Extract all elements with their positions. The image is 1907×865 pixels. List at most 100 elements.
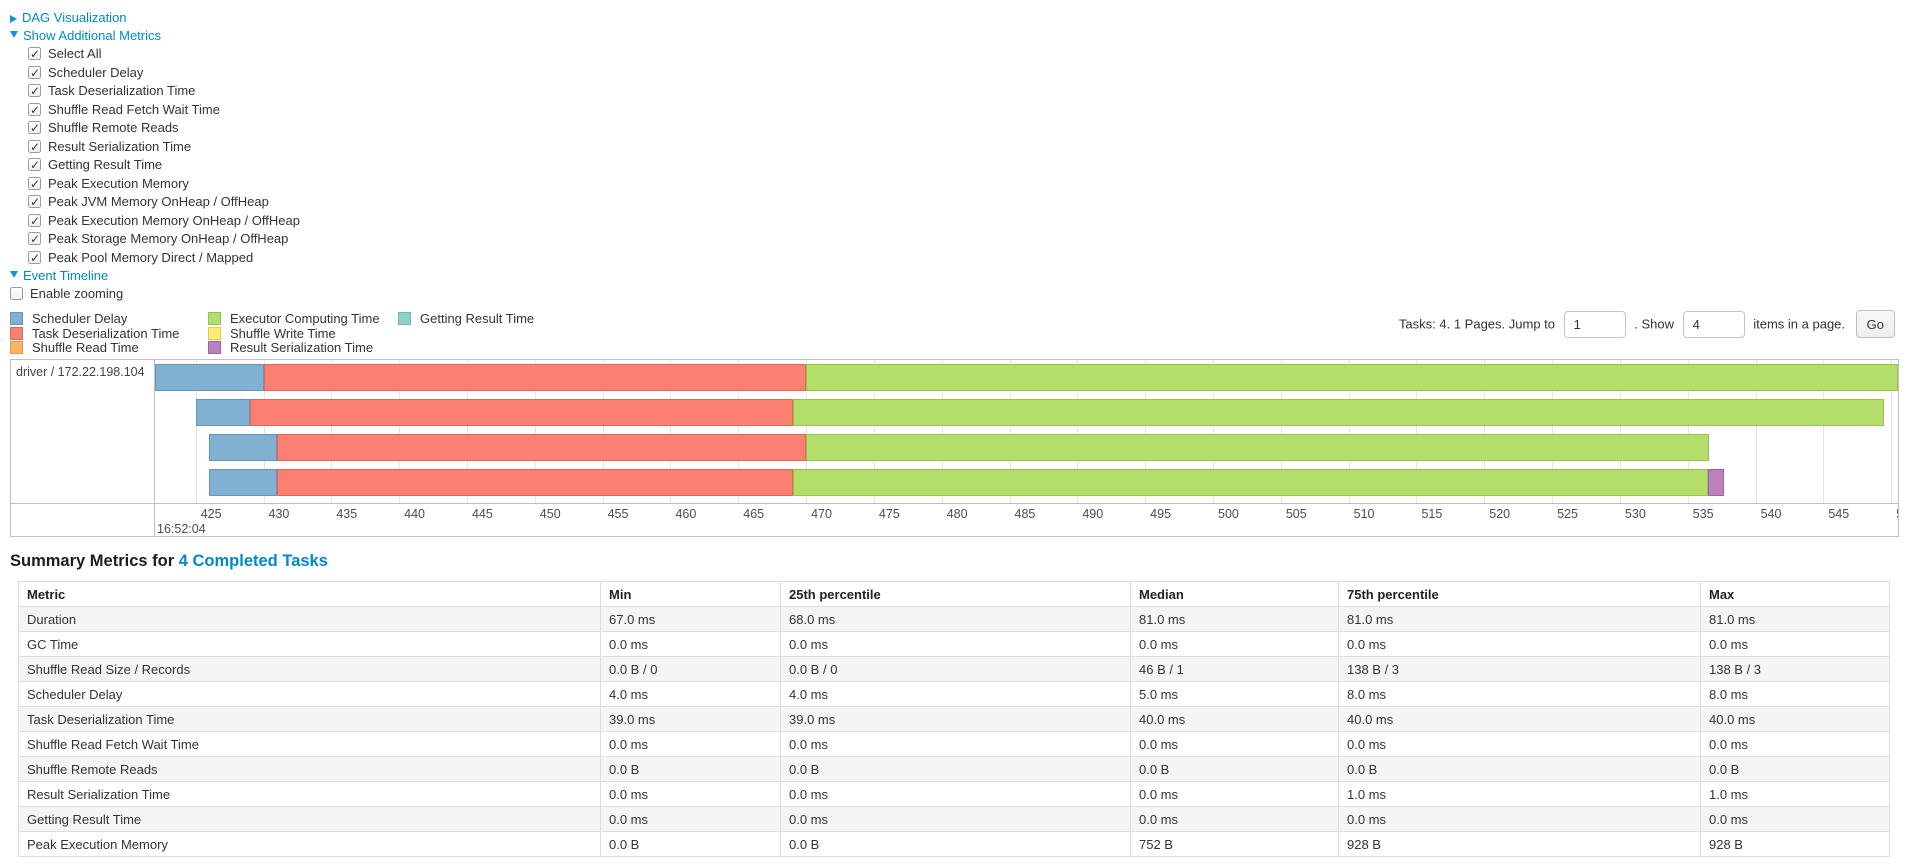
metric-checkbox-row[interactable]: Peak Execution Memory OnHeap / OffHeap xyxy=(28,212,1907,230)
checkbox-checked-icon[interactable] xyxy=(28,119,41,138)
checkbox-checked-icon[interactable] xyxy=(28,101,41,119)
table-row: Peak Execution Memory 0.0 B 0.0 B 752 B 928 … xyxy=(18,831,1890,857)
metric-checkbox-label: Shuffle Read Fetch Wait Time xyxy=(48,101,220,117)
checkbox-checked-icon[interactable] xyxy=(28,193,41,212)
metric-name-cell: Getting Result Time xyxy=(18,806,601,832)
checkbox-checked-icon[interactable] xyxy=(28,212,41,230)
metric-name-cell: Peak Execution Memory xyxy=(18,831,601,857)
checkbox-unchecked-icon[interactable] xyxy=(10,287,23,300)
axis-gridline xyxy=(1891,360,1893,503)
axis-gridline xyxy=(1145,360,1147,503)
jump-to-page-input[interactable] xyxy=(1563,310,1626,338)
axis-gridline xyxy=(1484,360,1486,503)
checkbox-checked-icon[interactable] xyxy=(28,45,41,64)
axis-major-time-label: 16:52:04 xyxy=(157,522,206,536)
metric-checkbox-row[interactable]: Peak Storage Memory OnHeap / OffHeap xyxy=(28,230,1907,249)
axis-gridline xyxy=(873,360,875,503)
completed-tasks-link[interactable]: 4 Completed Tasks xyxy=(178,552,328,570)
task-bar-segment-task-deserialization[interactable] xyxy=(249,399,793,426)
table-row: Shuffle Read Fetch Wait Time 0.0 ms 0.0 ms… xyxy=(18,731,1890,757)
metric-value-cell: 0.0 ms xyxy=(1700,806,1890,832)
axis-gridline xyxy=(1552,360,1554,503)
metric-checkbox-row[interactable]: Peak Pool Memory Direct / Mapped xyxy=(28,249,1907,267)
summary-col-header: 75th percentile xyxy=(1338,581,1701,607)
metric-checkbox-row[interactable]: Shuffle Read Fetch Wait Time xyxy=(28,101,1907,119)
axis-gridline xyxy=(806,360,808,503)
task-bar-segment-executor-computing[interactable] xyxy=(806,434,1710,461)
task-bar-segment-result-serialization[interactable] xyxy=(1708,469,1725,496)
metric-value-cell: 752 B xyxy=(1130,831,1339,857)
axis-tick-label: 530 xyxy=(1624,507,1646,521)
metric-value-cell: 0.0 ms xyxy=(1130,731,1339,757)
task-bar-segment-scheduler-delay[interactable] xyxy=(155,364,264,391)
summary-col-header: Median xyxy=(1130,581,1339,607)
axis-tick-label: 450 xyxy=(539,507,561,521)
task-bar-segment-scheduler-delay[interactable] xyxy=(209,469,278,496)
checkbox-checked-icon[interactable] xyxy=(28,156,41,175)
checkbox-checked-icon[interactable] xyxy=(28,64,41,82)
metric-checkbox-row[interactable]: Select All xyxy=(28,45,1907,64)
checkbox-checked-icon[interactable] xyxy=(28,175,41,193)
metric-checkbox-row[interactable]: Peak Execution Memory xyxy=(28,175,1907,193)
metric-checkbox-label: Shuffle Remote Reads xyxy=(48,120,179,135)
legend-item: Result Serialization Time xyxy=(208,341,398,355)
metric-checkbox-row[interactable]: Scheduler Delay xyxy=(28,64,1907,82)
summary-col-header: Max xyxy=(1700,581,1890,607)
axis-gridline xyxy=(1619,360,1621,503)
legend-swatch-icon xyxy=(208,341,221,355)
task-bar-segment-task-deserialization[interactable] xyxy=(277,469,793,496)
axis-tick-label: 465 xyxy=(743,507,765,521)
chevron-right-icon xyxy=(10,15,17,23)
legend-label: Shuffle Read Time xyxy=(32,340,139,356)
task-bar-segment-scheduler-delay[interactable] xyxy=(209,434,278,461)
metric-value-cell: 0.0 ms xyxy=(780,806,1131,832)
metric-checkbox-row[interactable]: Peak JVM Memory OnHeap / OffHeap xyxy=(28,193,1907,212)
metric-value-cell: 0.0 B / 0 xyxy=(600,656,781,682)
legend-swatch-icon xyxy=(398,312,411,326)
summary-col-header: Metric xyxy=(18,581,601,607)
summary-metrics-table: Metric Min 25th percentile Median 75th perce… xyxy=(18,581,1890,857)
task-bar-segment-executor-computing[interactable] xyxy=(806,364,1898,391)
axis-tick-label: 550 xyxy=(1896,507,1898,521)
event-timeline-toggle[interactable]: Event Timeline xyxy=(10,267,1907,285)
metric-checkbox-label: Peak Execution Memory xyxy=(48,175,189,191)
metric-checkbox-row[interactable]: Shuffle Remote Reads xyxy=(28,119,1907,138)
table-row: Scheduler Delay 4.0 ms 4.0 ms 5.0 ms 8.0 ms 8… xyxy=(18,681,1890,707)
metric-checkbox-row[interactable]: Getting Result Time xyxy=(28,156,1907,175)
metric-checkbox-label: Scheduler Delay xyxy=(48,64,144,80)
checkbox-checked-icon[interactable] xyxy=(28,230,41,249)
task-bar-segment-scheduler-delay[interactable] xyxy=(195,399,250,426)
metric-checkbox-row[interactable]: Task Deserialization Time xyxy=(28,82,1907,101)
show-additional-metrics-label: Show Additional Metrics xyxy=(23,28,162,43)
items-per-page-input[interactable] xyxy=(1682,310,1745,338)
task-bar-segment-executor-computing[interactable] xyxy=(792,469,1709,496)
axis-tick-label: 435 xyxy=(336,507,358,521)
pagination-show-text: . Show xyxy=(1634,316,1674,332)
table-row: Duration 67.0 ms 68.0 ms 81.0 ms 81.0 ms 81.0… xyxy=(18,606,1890,632)
axis-tick-label: 525 xyxy=(1557,507,1578,521)
checkbox-checked-icon[interactable] xyxy=(28,82,41,101)
metric-value-cell: 0.0 ms xyxy=(1700,731,1890,757)
checkbox-checked-icon[interactable] xyxy=(28,249,41,267)
metric-value-cell: 8.0 ms xyxy=(1338,681,1701,707)
axis-gridline xyxy=(534,360,536,503)
metric-value-cell: 0.0 ms xyxy=(600,631,781,657)
task-bar-segment-executor-computing[interactable] xyxy=(792,399,1885,426)
metric-checkbox-row[interactable]: Result Serialization Time xyxy=(28,138,1907,156)
metric-value-cell: 40.0 ms xyxy=(1130,706,1339,732)
enable-zooming-row[interactable]: Enable zooming xyxy=(10,285,1907,303)
metric-value-cell: 0.0 ms xyxy=(1130,806,1339,832)
metric-value-cell: 68.0 ms xyxy=(780,606,1131,632)
task-bar-segment-task-deserialization[interactable] xyxy=(263,364,807,391)
metric-name-cell: GC Time xyxy=(18,631,601,657)
dag-visualization-toggle[interactable]: DAG Visualization xyxy=(10,9,1907,27)
timeline-plot[interactable] xyxy=(155,360,1898,503)
task-bar-segment-task-deserialization[interactable] xyxy=(277,434,807,461)
axis-gridline xyxy=(1687,360,1689,503)
axis-tick-label: 515 xyxy=(1421,507,1443,521)
show-additional-metrics-toggle[interactable]: Show Additional Metrics xyxy=(10,27,1907,45)
checkbox-checked-icon[interactable] xyxy=(28,138,41,156)
axis-tick-label: 520 xyxy=(1489,507,1511,521)
axis-gridline xyxy=(1416,360,1418,503)
go-button[interactable]: Go xyxy=(1855,310,1895,338)
